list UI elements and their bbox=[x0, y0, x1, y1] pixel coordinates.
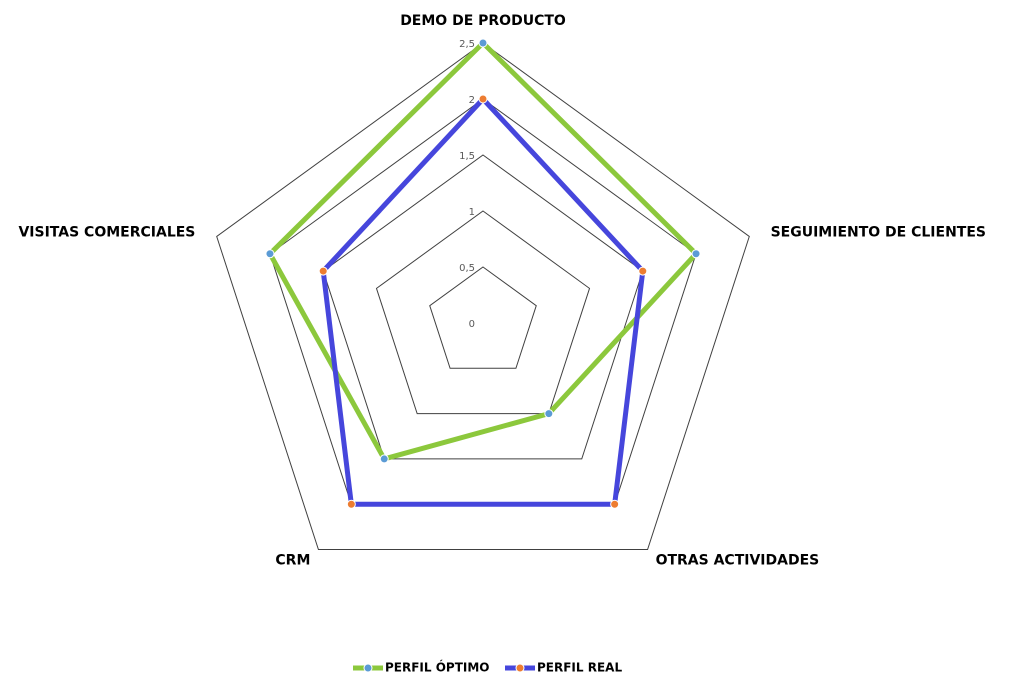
legend-marker bbox=[515, 663, 525, 673]
point bbox=[610, 499, 620, 509]
category-label: CRM bbox=[275, 553, 310, 569]
grid-line bbox=[322, 154, 644, 460]
y-tick-label: 0 bbox=[469, 319, 475, 330]
grid-line bbox=[269, 98, 697, 505]
series-line bbox=[267, 40, 699, 462]
legend-marker bbox=[363, 663, 373, 673]
y-tick-label: 2,5 bbox=[459, 39, 475, 50]
point bbox=[265, 249, 275, 259]
category-label: SEGUIMIENTO DE CLIENTES bbox=[771, 224, 986, 240]
point bbox=[318, 266, 328, 276]
point bbox=[478, 94, 488, 104]
point bbox=[544, 409, 554, 419]
grid-line bbox=[375, 210, 591, 415]
category-label: VISITAS COMERCIALES bbox=[18, 224, 195, 240]
y-tick-label: 2 bbox=[469, 95, 475, 106]
category-label: DEMO DE PRODUCTO bbox=[400, 13, 566, 29]
legend-label: PERFIL REAL bbox=[537, 661, 622, 675]
point bbox=[478, 38, 488, 48]
grid-line bbox=[216, 42, 750, 551]
point bbox=[346, 499, 356, 509]
y-tick-label: 1 bbox=[469, 207, 475, 218]
point bbox=[379, 454, 389, 464]
series-line bbox=[320, 96, 646, 507]
grid-line bbox=[429, 266, 537, 369]
y-tick-label: 1,5 bbox=[459, 151, 475, 162]
y-tick-label: 0,5 bbox=[459, 263, 475, 274]
category-label: OTRAS ACTIVIDADES bbox=[656, 553, 820, 569]
point bbox=[638, 266, 648, 276]
legend-label: PERFIL ÓPTIMO bbox=[385, 660, 490, 675]
point bbox=[691, 249, 701, 259]
